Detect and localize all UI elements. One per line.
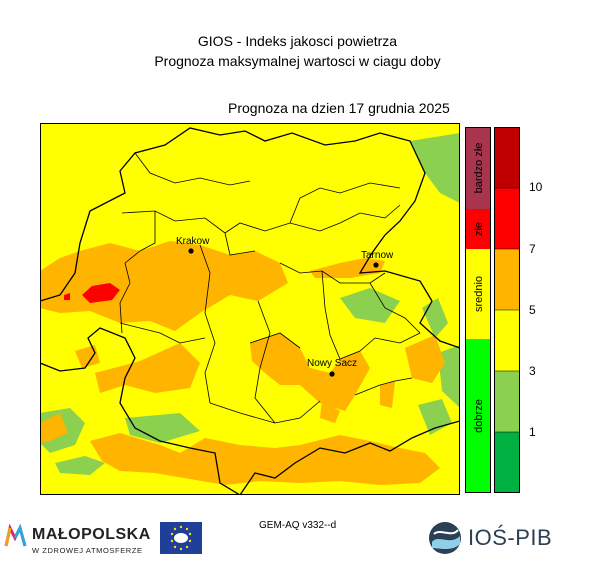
malopolska-tagline: W ZDROWEJ ATMOSFERZE xyxy=(32,546,143,555)
legend-label-good: dobrze xyxy=(473,399,485,433)
air-quality-map: Krakow Tarnow Nowy Sacz xyxy=(40,123,460,495)
city-label: Nowy Sacz xyxy=(307,358,357,369)
page-subtitle: Prognoza maksymalnej wartosci w ciagu do… xyxy=(154,53,441,69)
legend-moderate xyxy=(465,249,491,339)
map-frame xyxy=(40,123,460,495)
city-label: Krakow xyxy=(176,236,210,247)
scale-good xyxy=(494,371,520,432)
ios-pib-logo-text: IOŚ-PIB xyxy=(468,525,553,550)
page-title: GIOS - Indeks jakosci powietrza xyxy=(197,33,398,49)
city-tarnow: Tarnow xyxy=(361,250,394,268)
category-legend: bardzo złe złe srednio dobrze xyxy=(465,127,491,493)
legend-label-bad: złe xyxy=(473,222,485,236)
city-nowy-sacz: Nowy Sacz xyxy=(307,358,357,377)
malopolska-logo-text: MAŁOPOLSKA xyxy=(32,526,151,543)
legend-label-very-bad: bardzo złe xyxy=(473,143,485,194)
city-krakow: Krakow xyxy=(176,236,210,254)
legend-bad xyxy=(465,209,491,249)
scale-tick-label: 5 xyxy=(529,303,536,317)
sufficient-areas xyxy=(40,241,445,485)
malopolska-logo-icon xyxy=(4,524,27,547)
district-borders xyxy=(119,152,421,424)
forecast-date: Prognoza na dzien 17 grudnia 2025 xyxy=(228,100,450,116)
ios-pib-logo-icon xyxy=(429,522,461,554)
scale-moderate xyxy=(494,310,520,371)
bad-areas xyxy=(64,283,120,303)
eu-life-logo-icon xyxy=(160,522,202,554)
scale-very-good xyxy=(494,432,520,493)
legend-label-moderate: srednio xyxy=(473,276,485,312)
scale-tick-label: 10 xyxy=(529,180,543,194)
legend-very-bad xyxy=(465,127,491,209)
legend-good xyxy=(465,339,491,493)
scale-bad xyxy=(494,188,520,249)
scale-tick-label: 1 xyxy=(529,425,536,439)
scale-tick-label: 3 xyxy=(529,364,536,378)
region-border xyxy=(40,127,460,495)
city-label: Tarnow xyxy=(361,250,394,261)
scale-tick-label: 7 xyxy=(529,242,536,256)
model-version: GEM-AQ v332--d xyxy=(259,520,337,531)
scale-sufficient xyxy=(494,249,520,310)
index-scale-bar xyxy=(494,127,520,493)
scale-very-bad xyxy=(494,127,520,188)
